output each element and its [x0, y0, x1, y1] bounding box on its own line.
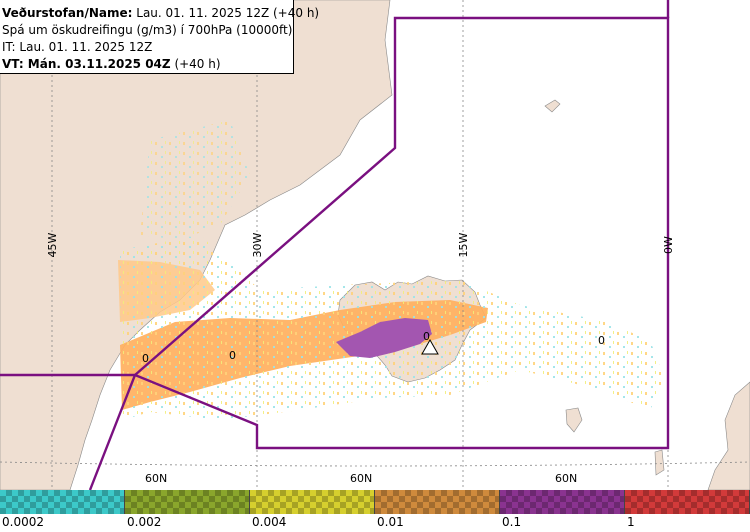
legend-ticks: 0.0002 0.002 0.004 0.01 0.1 1: [0, 514, 750, 532]
lon-label-0w: 0W: [662, 236, 675, 254]
lon-label-30w: 30W: [251, 232, 264, 257]
ash-dispersion-map: 45W 30W 15W 0W 60N 60N 60N 0 0 0 0: [0, 0, 750, 490]
lat-label-60n-central: 60N: [350, 472, 372, 485]
contour-label-2: 0: [423, 330, 430, 343]
lon-label-45w: 45W: [46, 232, 59, 257]
legend-tick-0.002: 0.002: [127, 515, 162, 529]
faroe-islands: [565, 407, 583, 433]
legend-swatch-6: [625, 490, 750, 514]
ash-fringe-greenland: [140, 120, 250, 240]
issue-time-line: IT: Lau. 01. 11. 2025 12Z: [2, 40, 153, 54]
forecast-info-box: Veðurstofan/Name: Lau. 01. 11. 2025 12Z …: [0, 0, 319, 74]
legend-tick-0.0002: 0.0002: [2, 515, 44, 529]
issuer-line: Veðurstofan/Name: Lau. 01. 11. 2025 12Z …: [2, 5, 319, 22]
norway-coast: [707, 381, 750, 490]
lon-label-15w: 15W: [457, 232, 470, 257]
legend-swatch-5: [500, 490, 625, 514]
issuer-value: Lau. 01. 11. 2025 12Z (+40 h): [136, 6, 320, 20]
legend-tick-0.1: 0.1: [502, 515, 522, 529]
contour-label-3: 0: [598, 334, 605, 347]
product-line: Spá um öskudreifingu (g/m3) í 700hPa (10…: [2, 23, 293, 37]
legend-tick-0.01: 0.01: [377, 515, 404, 529]
lat-label-60n-east: 60N: [555, 472, 577, 485]
concentration-legend: 0.0002 0.002 0.004 0.01 0.1 1: [0, 490, 750, 532]
legend-tick-0.004: 0.004: [252, 515, 287, 529]
issuer-label: Veðurstofan/Name:: [2, 6, 133, 20]
legend-swatch-2: [125, 490, 250, 514]
jan-mayen: [544, 99, 561, 113]
valid-time-line: VT: Mán. 03.11.2025 04Z (+40 h): [2, 56, 293, 73]
lat-label-60n-west: 60N: [145, 472, 167, 485]
contour-label-1: 0: [229, 349, 236, 362]
legend-tick-1: 1: [627, 515, 635, 529]
ash-plume-dense: [336, 318, 432, 358]
legend-swatch-3: [250, 490, 375, 514]
volcano-marker: [421, 338, 439, 355]
contour-label-0: 0: [142, 352, 149, 365]
valid-time-value: (+40 h): [174, 57, 221, 71]
valid-time-label: VT: Mán. 03.11.2025 04Z: [2, 57, 171, 71]
fir-boundary: [0, 0, 670, 490]
shetland: [654, 449, 665, 476]
legend-swatches: [0, 490, 750, 514]
legend-swatch-4: [375, 490, 500, 514]
legend-swatch-1: [0, 490, 125, 514]
